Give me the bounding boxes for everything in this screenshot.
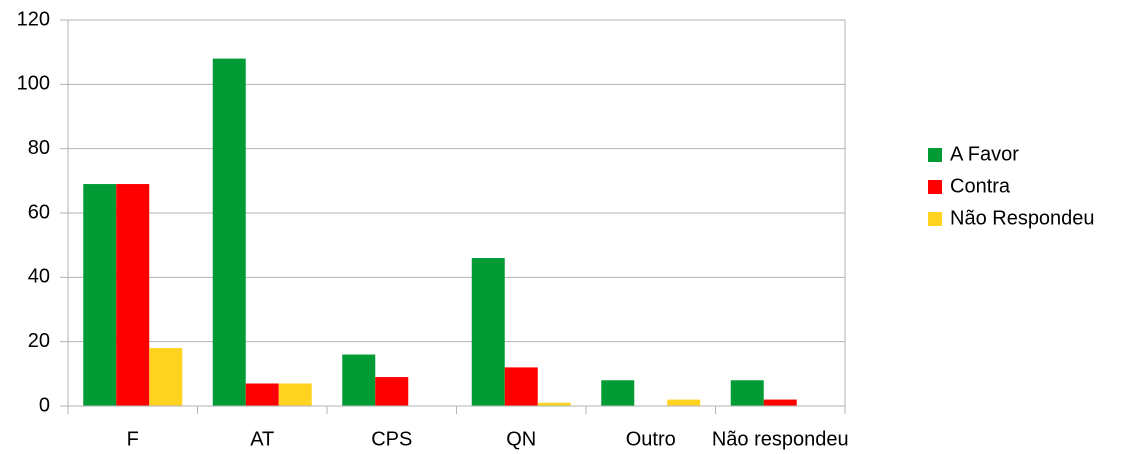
bar	[471, 258, 505, 406]
legend-label: Contra	[950, 175, 1011, 197]
bar	[149, 348, 183, 406]
x-tick-label: AT	[250, 428, 274, 450]
bar	[667, 399, 701, 406]
y-tick-label: 20	[28, 330, 50, 352]
y-tick-label: 80	[28, 137, 50, 159]
legend-label: A Favor	[950, 143, 1019, 165]
bar	[83, 184, 117, 406]
x-tick-label: Não respondeu	[712, 428, 849, 450]
bar	[212, 58, 246, 406]
x-tick-label: CPS	[371, 428, 412, 450]
bar	[730, 380, 764, 406]
bar	[342, 354, 376, 406]
x-tick-label: F	[127, 428, 139, 450]
bar	[504, 367, 538, 406]
legend-swatch	[928, 212, 942, 226]
bar	[537, 402, 571, 406]
bar	[601, 380, 635, 406]
x-tick-label: Outro	[626, 428, 676, 450]
y-tick-label: 100	[17, 73, 50, 95]
y-tick-label: 40	[28, 266, 50, 288]
bar	[245, 383, 279, 406]
legend-swatch	[928, 148, 942, 162]
legend-swatch	[928, 180, 942, 194]
bar	[116, 184, 150, 406]
y-tick-label: 0	[39, 394, 50, 416]
bar	[763, 399, 797, 406]
bar	[375, 377, 409, 406]
x-tick-label: QN	[506, 428, 536, 450]
legend-label: Não Respondeu	[950, 207, 1095, 229]
y-tick-label: 120	[17, 8, 50, 30]
bar	[278, 383, 312, 406]
y-tick-label: 60	[28, 201, 50, 223]
